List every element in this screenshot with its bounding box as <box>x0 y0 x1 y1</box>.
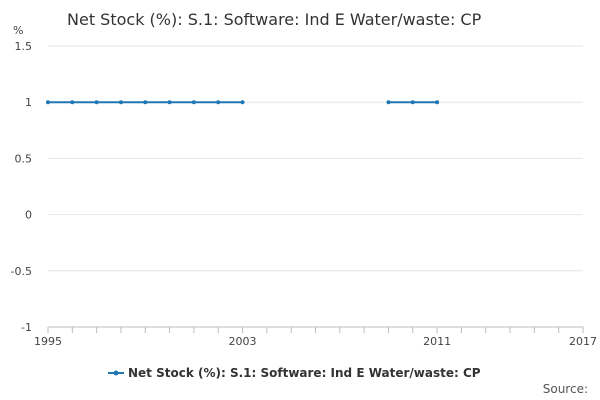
x-axis <box>47 327 584 333</box>
y-tick-label: 1 <box>25 96 32 109</box>
legend-marker-symbol <box>113 370 119 376</box>
x-axis-tick-labels: 1995 2003 2011 2017 <box>34 335 597 348</box>
x-tick-label: 1995 <box>34 335 62 348</box>
x-tick-label: 2011 <box>423 335 451 348</box>
data-point[interactable] <box>386 100 391 105</box>
chart-title: Net Stock (%): S.1: Software: Ind E Wate… <box>67 10 482 29</box>
source-label: Source: <box>543 382 588 396</box>
data-point[interactable] <box>240 100 245 105</box>
gridlines <box>48 45 583 328</box>
data-point[interactable] <box>410 100 415 105</box>
y-tick-label: -0.5 <box>11 265 32 278</box>
y-tick-label: 0.5 <box>15 152 33 165</box>
y-tick-label: -1 <box>21 321 32 334</box>
data-point[interactable] <box>191 100 196 105</box>
x-tick-label: 2003 <box>229 335 257 348</box>
data-point[interactable] <box>216 100 221 105</box>
y-tick-label: 1.5 <box>15 40 33 53</box>
data-point[interactable] <box>143 100 148 105</box>
data-point[interactable] <box>46 100 50 105</box>
x-tick-label: 2017 <box>569 335 597 348</box>
y-axis-unit-label: % <box>13 24 23 37</box>
data-point[interactable] <box>167 100 172 105</box>
series-plot <box>46 100 440 105</box>
data-point[interactable] <box>435 100 440 105</box>
data-point[interactable] <box>118 100 123 105</box>
data-point[interactable] <box>70 100 75 105</box>
y-axis-tick-labels: 1.5 1 0.5 0 -0.5 -1 <box>11 40 32 334</box>
legend-label: Net Stock (%): S.1: Software: Ind E Wate… <box>128 366 481 380</box>
y-tick-label: 0 <box>25 209 32 222</box>
legend[interactable]: Net Stock (%): S.1: Software: Ind E Wate… <box>108 366 481 380</box>
data-point[interactable] <box>94 100 99 105</box>
